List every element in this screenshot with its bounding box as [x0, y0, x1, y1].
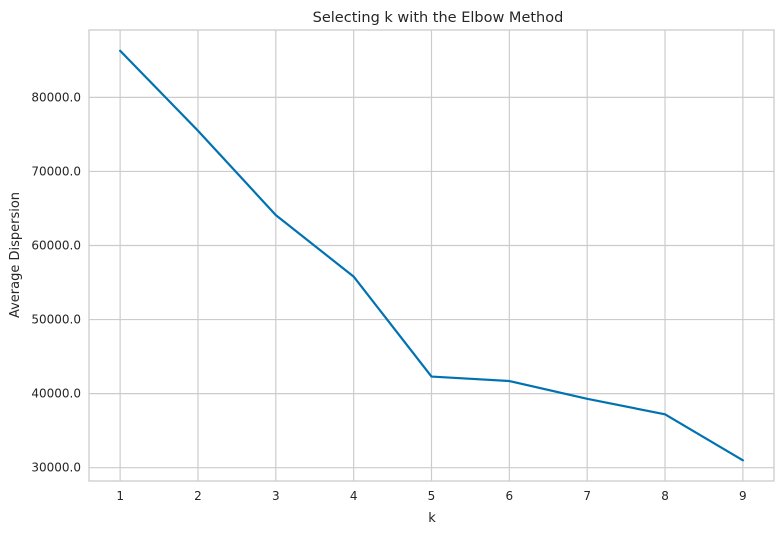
grid [89, 30, 774, 481]
x-tick-labels: 1 2 3 4 5 6 7 8 9 [116, 489, 746, 503]
y-tick-label: 40000.0 [31, 387, 81, 401]
x-tick-label: 1 [116, 489, 124, 503]
x-tick-label: 7 [583, 489, 591, 503]
x-tick-label: 4 [350, 489, 358, 503]
series-layer [119, 49, 744, 462]
y-tick-label: 60000.0 [31, 239, 81, 253]
x-tick-label: 6 [506, 489, 514, 503]
y-tick-label: 30000.0 [31, 461, 81, 475]
x-tick-label: 3 [272, 489, 280, 503]
chart-title: Selecting k with the Elbow Method [313, 10, 564, 26]
axes-frame [88, 29, 775, 482]
y-tick-labels: 30000.0 40000.0 50000.0 60000.0 70000.0 80000… [31, 90, 81, 474]
y-axis-label: Average Dispersion [8, 192, 23, 318]
x-tick-label: 5 [428, 489, 436, 503]
x-tick-label: 2 [194, 489, 202, 503]
x-tick-label: 9 [739, 489, 747, 503]
y-tick-label: 80000.0 [31, 90, 81, 104]
y-tick-label: 50000.0 [31, 313, 81, 327]
x-axis-label: k [428, 511, 436, 526]
plot-frame [88, 29, 775, 482]
y-tick-label: 70000.0 [31, 164, 81, 178]
x-tick-label: 8 [661, 489, 669, 503]
